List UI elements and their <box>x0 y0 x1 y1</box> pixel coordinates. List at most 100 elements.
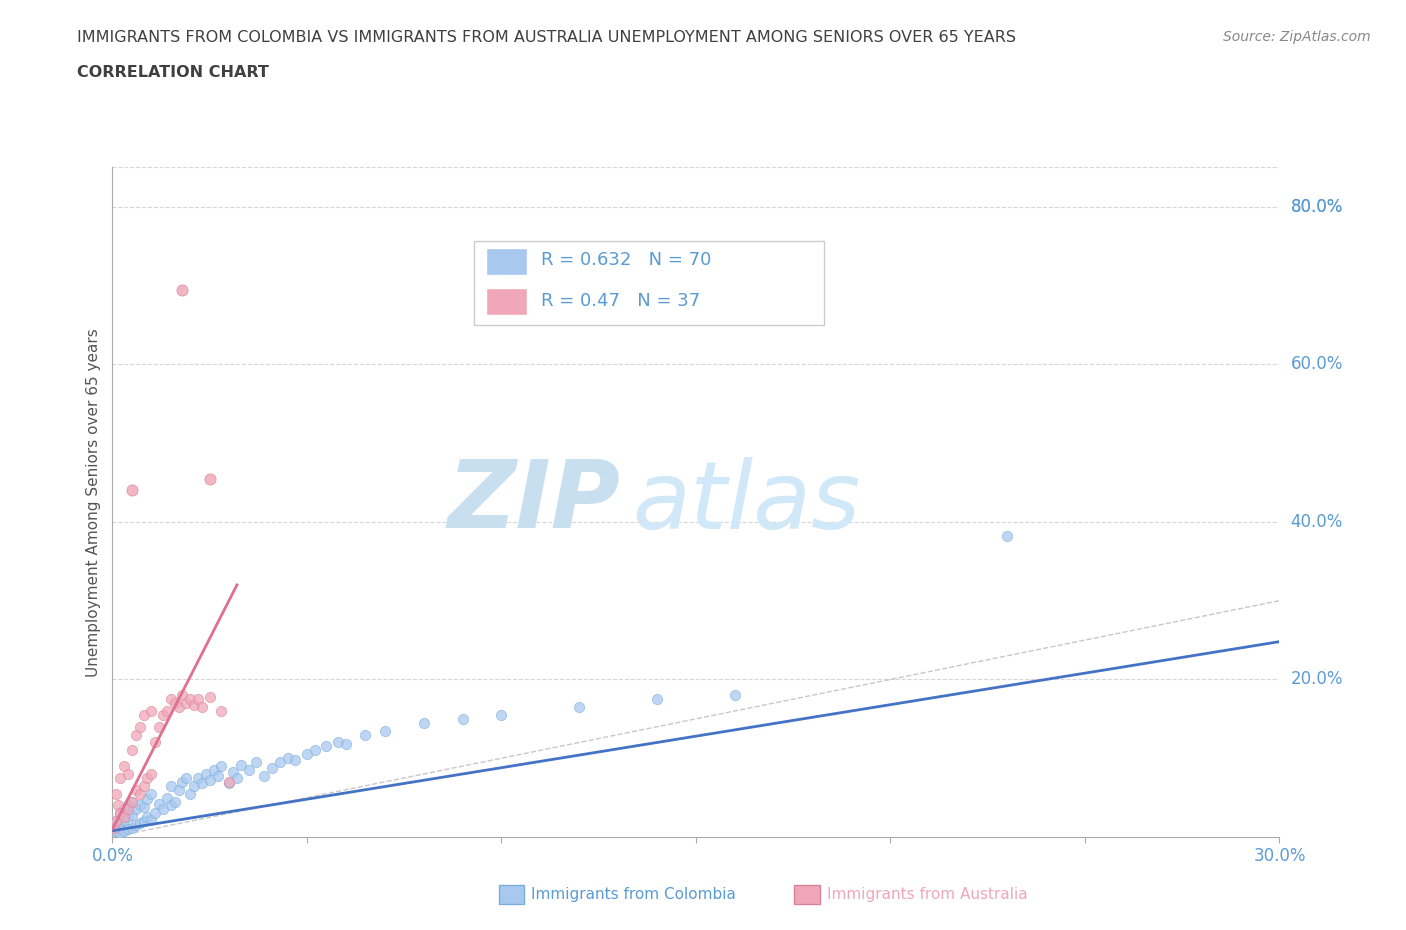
Text: Source: ZipAtlas.com: Source: ZipAtlas.com <box>1223 30 1371 44</box>
Point <box>105 814 128 829</box>
Point <box>187 692 209 707</box>
Point <box>374 724 396 738</box>
Text: 80.0%: 80.0% <box>1291 198 1343 216</box>
Text: 40.0%: 40.0% <box>1291 512 1343 531</box>
FancyBboxPatch shape <box>486 288 527 314</box>
FancyBboxPatch shape <box>486 247 527 274</box>
Point <box>121 794 143 809</box>
Point <box>198 472 221 486</box>
Text: Immigrants from Australia: Immigrants from Australia <box>827 887 1028 902</box>
Point <box>132 800 155 815</box>
Point <box>198 689 221 704</box>
Point <box>117 802 139 817</box>
Point <box>105 823 128 838</box>
Point <box>187 770 209 785</box>
Point <box>125 802 148 817</box>
Point <box>568 699 591 714</box>
Point <box>160 692 183 707</box>
Point <box>253 768 276 783</box>
Point <box>183 698 205 712</box>
Point <box>172 688 194 703</box>
Point <box>136 810 159 825</box>
Text: R = 0.632   N = 70: R = 0.632 N = 70 <box>541 251 711 269</box>
Point <box>117 810 139 825</box>
Point <box>295 747 318 762</box>
Point <box>218 776 240 790</box>
Point <box>194 766 217 781</box>
Text: CORRELATION CHART: CORRELATION CHART <box>77 65 269 80</box>
Point <box>121 820 143 835</box>
Point <box>110 826 132 841</box>
Point <box>128 786 150 801</box>
Text: Immigrants from Colombia: Immigrants from Colombia <box>531 887 737 902</box>
FancyBboxPatch shape <box>474 241 824 325</box>
Point <box>335 737 357 751</box>
Text: IMMIGRANTS FROM COLOMBIA VS IMMIGRANTS FROM AUSTRALIA UNEMPLOYMENT AMONG SENIORS: IMMIGRANTS FROM COLOMBIA VS IMMIGRANTS F… <box>77 30 1017 45</box>
Point <box>152 802 174 817</box>
Text: R = 0.47   N = 37: R = 0.47 N = 37 <box>541 292 700 311</box>
Point <box>724 688 747 703</box>
Point <box>238 763 260 777</box>
Point <box>326 735 349 750</box>
Point <box>143 806 166 821</box>
Text: 60.0%: 60.0% <box>1291 355 1343 373</box>
Point <box>156 790 179 805</box>
Point <box>141 812 163 827</box>
Point <box>107 798 129 813</box>
Point <box>121 807 143 822</box>
Text: atlas: atlas <box>631 457 860 548</box>
Point <box>167 782 190 797</box>
Y-axis label: Unemployment Among Seniors over 65 years: Unemployment Among Seniors over 65 years <box>86 328 101 677</box>
Point <box>412 715 434 730</box>
Point <box>132 814 155 829</box>
Point <box>209 759 232 774</box>
Point <box>112 810 135 825</box>
Point <box>110 806 132 821</box>
Point <box>117 766 139 781</box>
Point <box>141 766 163 781</box>
Point <box>218 775 240 790</box>
Point <box>995 528 1018 543</box>
Point <box>112 802 135 817</box>
Point <box>125 817 148 832</box>
Point <box>176 696 198 711</box>
Point <box>110 806 132 821</box>
Point <box>163 794 186 809</box>
Point <box>128 816 150 830</box>
Point <box>112 812 135 827</box>
Point <box>112 823 135 838</box>
Point <box>125 782 148 797</box>
Point <box>179 692 201 707</box>
Point <box>163 696 186 711</box>
Point <box>304 743 326 758</box>
Point <box>103 820 125 835</box>
Point <box>143 735 166 750</box>
Point <box>105 814 128 829</box>
Point <box>160 798 183 813</box>
Point <box>491 708 513 723</box>
Point <box>136 770 159 785</box>
Text: 20.0%: 20.0% <box>1291 671 1343 688</box>
Point <box>121 743 143 758</box>
Point <box>160 778 183 793</box>
Point <box>128 798 150 813</box>
Point <box>209 703 232 718</box>
Text: ZIP: ZIP <box>447 457 620 548</box>
Point <box>110 770 132 785</box>
Point <box>172 282 194 297</box>
Point <box>117 822 139 837</box>
Point <box>229 757 252 772</box>
Point <box>202 763 225 777</box>
Point <box>176 770 198 785</box>
Point <box>645 692 668 707</box>
Point <box>183 778 205 793</box>
Point <box>103 822 125 837</box>
Point <box>112 759 135 774</box>
Point <box>136 791 159 806</box>
Point <box>226 770 249 785</box>
Point <box>132 778 155 793</box>
Point <box>110 816 132 830</box>
Point <box>191 776 214 790</box>
Point <box>141 703 163 718</box>
Point <box>172 775 194 790</box>
